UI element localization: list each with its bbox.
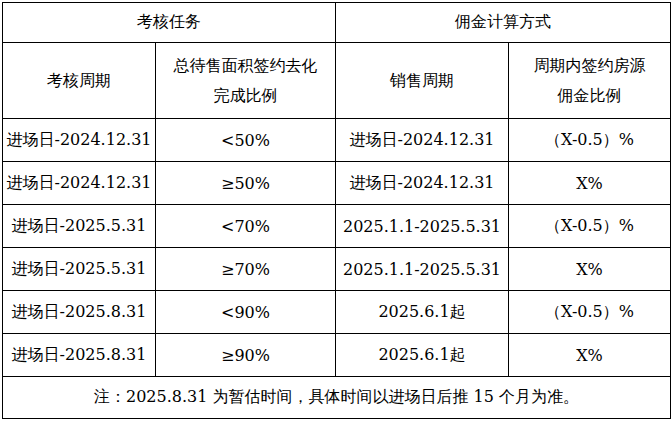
cell-assessment-period: 进场日-2024.12.31 <box>3 162 156 205</box>
table-footnote: 注：2025.8.31 为暂估时间，具体时间以进场日后推 15 个月为准。 <box>3 377 671 419</box>
cell-sales-period: 进场日-2024.12.31 <box>336 119 509 162</box>
column-header-row: 考核周期 总待售面积签约去化 完成比例 销售周期 周期内签约房源 佣金比例 <box>3 43 671 119</box>
cell-sales-period: 2025.1.1-2025.5.31 <box>336 248 509 291</box>
document-page: 考核任务 佣金计算方式 考核周期 总待售面积签约去化 完成比例 销售周期 周期内… <box>0 0 672 425</box>
table-row: 进场日-2025.8.31 <90% 2025.6.1起 （X-0.5）% <box>3 291 671 334</box>
col-header-assessment-period: 考核周期 <box>3 43 156 119</box>
cell-completion-ratio: ≥70% <box>156 248 336 291</box>
cell-sales-period: 2025.6.1起 <box>336 334 509 377</box>
cell-completion-ratio: <90% <box>156 291 336 334</box>
col-header-commission-ratio: 周期内签约房源 佣金比例 <box>509 43 671 119</box>
cell-assessment-period: 进场日-2025.8.31 <box>3 334 156 377</box>
commission-assessment-table: 考核任务 佣金计算方式 考核周期 总待售面积签约去化 完成比例 销售周期 周期内… <box>2 2 671 419</box>
cell-assessment-period: 进场日-2025.5.31 <box>3 205 156 248</box>
table-row: 进场日-2024.12.31 <50% 进场日-2024.12.31 （X-0.… <box>3 119 671 162</box>
col-header-sales-period: 销售周期 <box>336 43 509 119</box>
cell-commission-ratio: （X-0.5）% <box>509 205 671 248</box>
header-group-assessment: 考核任务 <box>3 3 336 43</box>
table-row: 进场日-2025.8.31 ≥90% 2025.6.1起 X% <box>3 334 671 377</box>
cell-assessment-period: 进场日-2024.12.31 <box>3 119 156 162</box>
table-note-row: 注：2025.8.31 为暂估时间，具体时间以进场日后推 15 个月为准。 <box>3 377 671 419</box>
cell-completion-ratio: <50% <box>156 119 336 162</box>
cell-completion-ratio: ≥50% <box>156 162 336 205</box>
cell-completion-ratio: ≥90% <box>156 334 336 377</box>
cell-sales-period: 2025.6.1起 <box>336 291 509 334</box>
cell-commission-ratio: X% <box>509 334 671 377</box>
cell-sales-period: 2025.1.1-2025.5.31 <box>336 205 509 248</box>
cell-commission-ratio: X% <box>509 162 671 205</box>
header-group-commission: 佣金计算方式 <box>336 3 671 43</box>
table-row: 进场日-2024.12.31 ≥50% 进场日-2024.12.31 X% <box>3 162 671 205</box>
cell-commission-ratio: （X-0.5）% <box>509 291 671 334</box>
cell-commission-ratio: X% <box>509 248 671 291</box>
col-header-completion-ratio: 总待售面积签约去化 完成比例 <box>156 43 336 119</box>
table-row: 进场日-2025.5.31 <70% 2025.1.1-2025.5.31 （X… <box>3 205 671 248</box>
header-group-row: 考核任务 佣金计算方式 <box>3 3 671 43</box>
cell-completion-ratio: <70% <box>156 205 336 248</box>
cell-sales-period: 进场日-2024.12.31 <box>336 162 509 205</box>
cell-assessment-period: 进场日-2025.8.31 <box>3 291 156 334</box>
cell-commission-ratio: （X-0.5）% <box>509 119 671 162</box>
cell-assessment-period: 进场日-2025.5.31 <box>3 248 156 291</box>
table-row: 进场日-2025.5.31 ≥70% 2025.1.1-2025.5.31 X% <box>3 248 671 291</box>
